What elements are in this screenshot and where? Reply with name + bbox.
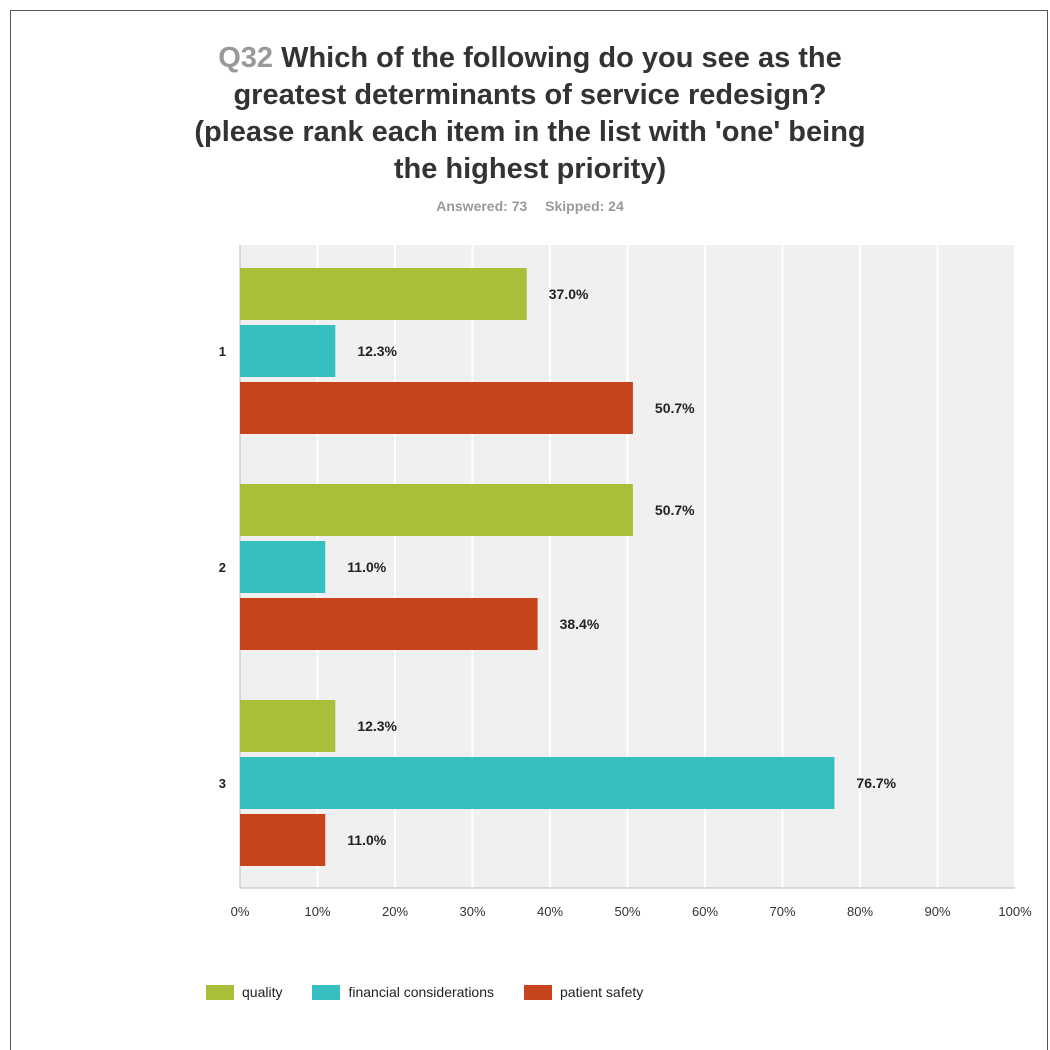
answered-count: Answered: 73 — [436, 198, 528, 214]
data-label: 37.0% — [549, 286, 589, 302]
bar-patient-safety-rank-3 — [240, 814, 326, 866]
data-label: 12.3% — [357, 343, 397, 359]
question-number: Q32 — [218, 42, 274, 74]
legend-item: patient safety — [524, 984, 643, 1000]
data-label: 38.4% — [560, 616, 600, 632]
x-tick-label: 40% — [537, 904, 563, 919]
category-label: 3 — [219, 776, 226, 791]
x-tick-label: 0% — [231, 904, 250, 919]
x-tick-label: 50% — [614, 904, 640, 919]
x-tick-label: 20% — [382, 904, 408, 919]
skipped-count: Skipped: 24 — [545, 198, 624, 214]
bar-patient-safety-rank-2 — [240, 598, 538, 650]
legend-swatch — [206, 984, 234, 1000]
legend-label: financial considerations — [348, 984, 494, 1000]
category-label: 2 — [219, 560, 226, 575]
data-label: 50.7% — [655, 400, 695, 416]
legend-item: financial considerations — [312, 984, 494, 1000]
data-label: 50.7% — [655, 502, 695, 518]
x-tick-label: 10% — [304, 904, 330, 919]
bar-financial-considerations-rank-1 — [240, 325, 336, 377]
x-tick-label: 60% — [692, 904, 718, 919]
legend: quality financial considerations patient s… — [206, 984, 673, 1000]
x-tick-label: 90% — [924, 904, 950, 919]
chart-frame — [10, 10, 1048, 1050]
bar-quality-rank-3 — [240, 700, 336, 752]
legend-swatch — [312, 984, 341, 1000]
legend-item: quality — [206, 984, 282, 1000]
category-label: 1 — [219, 344, 226, 359]
x-tick-label: 70% — [769, 904, 795, 919]
data-label: 12.3% — [357, 718, 397, 734]
bar-patient-safety-rank-1 — [240, 382, 633, 434]
data-label: 11.0% — [347, 559, 386, 575]
bar-financial-considerations-rank-2 — [240, 541, 326, 593]
chart-title: Q32 Which of the following do you see as… — [180, 40, 880, 188]
response-stats: Answered: 73 Skipped: 24 — [180, 198, 880, 214]
question-text: Which of the following do you see as the… — [194, 42, 866, 185]
bar-quality-rank-2 — [240, 484, 633, 536]
data-label: 11.0% — [347, 832, 386, 848]
x-tick-label: 80% — [847, 904, 873, 919]
x-tick-label: 30% — [459, 904, 485, 919]
legend-label: quality — [242, 984, 283, 1000]
bar-quality-rank-1 — [240, 268, 527, 320]
bar-financial-considerations-rank-3 — [240, 757, 835, 809]
legend-swatch — [524, 984, 552, 1000]
data-label: 76.7% — [856, 775, 896, 791]
legend-label: patient safety — [560, 984, 644, 1000]
x-tick-label: 100% — [998, 904, 1032, 919]
